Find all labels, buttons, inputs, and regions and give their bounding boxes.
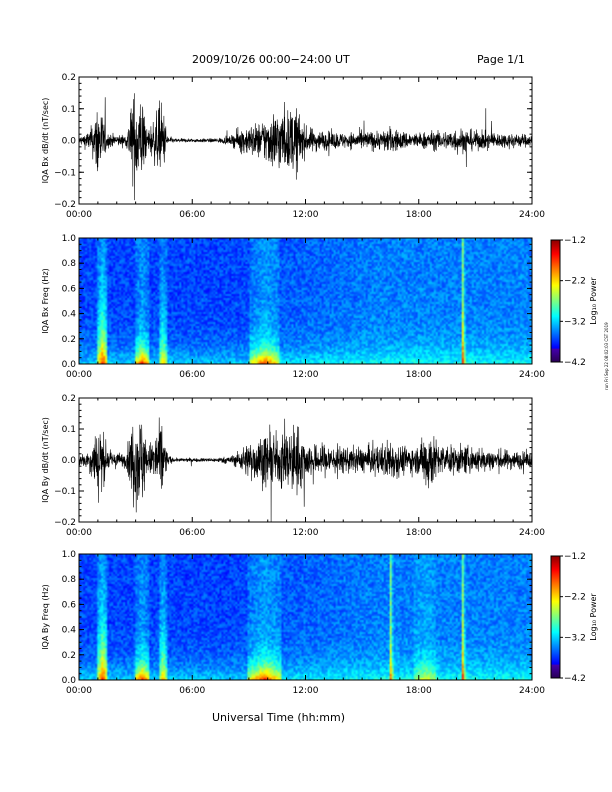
y-tick-label: 0.2 <box>62 335 76 345</box>
colorbar-tick-label: −3.2 <box>564 633 586 643</box>
y-axis-label: IQA Bx dB/dt (nT/sec) <box>41 98 50 184</box>
run-stamp: run Fri Sep 22 08:02:03 CST 2019 <box>604 322 609 390</box>
x-tick-label: 24:00 <box>519 210 545 220</box>
x-tick-label: 18:00 <box>406 686 432 696</box>
y-tick-label: −0.1 <box>54 168 76 178</box>
colorbar-tick-label: −1.2 <box>564 236 586 246</box>
x-tick-label: 18:00 <box>406 210 432 220</box>
spectrogram-image <box>79 554 532 680</box>
colorbar-tick-label: −4.2 <box>564 358 586 368</box>
y-tick-label: 0.0 <box>62 137 77 147</box>
colorbar-tick-label: −2.2 <box>564 277 586 287</box>
y-tick-label: −0.1 <box>54 487 76 497</box>
x-tick-label: 06:00 <box>179 210 205 220</box>
x-tick-label: 06:00 <box>179 686 205 696</box>
colorbar: −1.2 −2.2 −3.2 −4.2 Log₁₀ Power <box>550 236 598 368</box>
y-tick-label: 1.0 <box>62 234 77 244</box>
y-tick-label: 0.1 <box>62 425 76 435</box>
trace-line <box>79 93 532 201</box>
x-tick-label: 00:00 <box>66 528 92 538</box>
x-tick-label: 24:00 <box>519 686 545 696</box>
colorbar-label: Log₁₀ Power <box>589 277 598 325</box>
x-tick-label: 24:00 <box>519 370 545 380</box>
series-trace <box>79 417 532 522</box>
y-tick-label: 0.0 <box>62 676 77 686</box>
x-tick-label: 06:00 <box>179 370 205 380</box>
colorbar-tick-label: −1.2 <box>564 552 586 562</box>
page-title: 2009/10/26 00:00−24:00 UT <box>192 53 350 66</box>
y-tick-label: 0.2 <box>62 394 76 404</box>
x-tick-label: 18:00 <box>406 370 432 380</box>
y-tick-label: 1.0 <box>62 550 77 560</box>
y-axis-label: IQA By Freq (Hz) <box>41 584 50 650</box>
trace-line <box>79 417 532 522</box>
y-tick-label: −0.2 <box>54 200 76 210</box>
x-tick-label: 06:00 <box>179 528 205 538</box>
series-trace <box>79 93 532 201</box>
x-tick-label: 12:00 <box>293 370 319 380</box>
x-tick-label: 12:00 <box>293 528 319 538</box>
y-tick-label: −0.2 <box>54 518 76 528</box>
panel-1: 00:00 06:00 12:00 18:00 24:00 0.2 0.1 0.0 −0.1 −0… <box>41 73 545 220</box>
y-tick-label: 0.4 <box>62 310 77 320</box>
x-tick-label: 12:00 <box>293 686 319 696</box>
colorbar-frame <box>550 239 561 363</box>
colorbar-tick-label: −2.2 <box>564 593 586 603</box>
y-tick-label: 0.6 <box>62 284 77 294</box>
x-tick-label: 00:00 <box>66 210 92 220</box>
y-axis-label: IQA Bx Freq (Hz) <box>41 268 50 334</box>
page-number: Page 1/1 <box>477 53 525 66</box>
y-tick-label: 0.6 <box>62 600 77 610</box>
y-tick-label: 0.8 <box>62 259 77 269</box>
y-tick-label: 0.1 <box>62 105 76 115</box>
colorbar-gradient <box>551 240 560 362</box>
panel-2: 00:00 06:00 12:00 18:00 24:00 1.0 0.8 0.6 0.4 0.2… <box>41 234 545 380</box>
spectrogram-image <box>79 238 532 364</box>
x-axis-label: Universal Time (hh:mm) <box>212 711 345 724</box>
colorbar-tick-label: −4.2 <box>564 674 586 684</box>
y-tick-label: 0.2 <box>62 73 76 83</box>
panel-4: 00:00 06:00 12:00 18:00 24:00 1.0 0.8 0.6 0.4 0.2… <box>41 550 545 696</box>
colorbar-frame <box>550 555 561 679</box>
colorbar-tick-label: −3.2 <box>564 317 586 327</box>
y-axis-label: IQA By dB/dt (nT/sec) <box>41 417 50 503</box>
y-tick-label: 0.2 <box>62 651 76 661</box>
x-tick-label: 00:00 <box>66 686 92 696</box>
colorbar-gradient <box>551 556 560 678</box>
colorbar-label: Log₁₀ Power <box>589 593 598 641</box>
colorbar: −1.2 −2.2 −3.2 −4.2 Log₁₀ Power <box>550 552 598 684</box>
y-tick-label: 0.0 <box>62 456 77 466</box>
y-tick-label: 0.8 <box>62 575 77 585</box>
x-tick-label: 12:00 <box>293 210 319 220</box>
panel-3: 00:00 06:00 12:00 18:00 24:00 0.2 0.1 0.0 −0.1 −0… <box>41 394 545 538</box>
x-tick-label: 24:00 <box>519 528 545 538</box>
y-tick-label: 0.4 <box>62 626 77 636</box>
x-tick-label: 00:00 <box>66 370 92 380</box>
y-tick-label: 0.0 <box>62 360 77 370</box>
x-tick-label: 18:00 <box>406 528 432 538</box>
